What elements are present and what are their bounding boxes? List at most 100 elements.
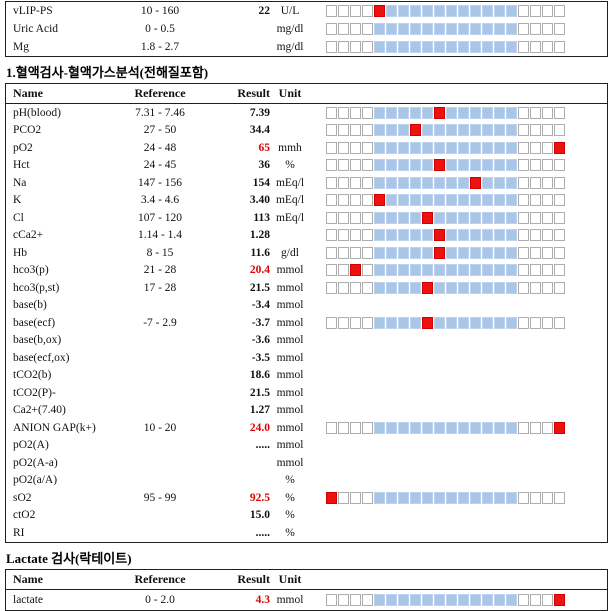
- range-cell: [386, 124, 397, 137]
- range-cell: [458, 106, 469, 119]
- range-cell: [338, 246, 349, 259]
- range-cell: [542, 281, 553, 294]
- range-cell: [350, 141, 361, 154]
- range-cell: [338, 159, 349, 172]
- range-cell: [338, 176, 349, 189]
- range-cell: [542, 491, 553, 504]
- test-name: pO2: [13, 141, 33, 154]
- range-cell: [398, 106, 409, 119]
- unit-label: %: [285, 159, 295, 172]
- column-header-result: Result: [237, 571, 270, 586]
- range-cell: [542, 316, 553, 329]
- range-cell: [374, 421, 385, 434]
- unit-label: mmol: [276, 264, 304, 277]
- range-bar: [326, 124, 565, 137]
- range-cell: [326, 194, 337, 207]
- range-cell: [398, 124, 409, 137]
- table-row: vLIP-PS 10 - 160 22 U/L: [6, 2, 607, 20]
- range-cell: [446, 491, 457, 504]
- range-cell: [506, 593, 517, 606]
- range-cell: [530, 229, 541, 242]
- range-cell: [326, 264, 337, 277]
- range-cell: [422, 229, 433, 242]
- column-header-name: Name: [13, 86, 43, 100]
- range-cell: [398, 421, 409, 434]
- column-header-row: Name Reference Result Unit: [6, 570, 607, 590]
- range-cell: [554, 5, 565, 17]
- range-cell: [398, 246, 409, 259]
- range-cell: [434, 316, 445, 329]
- range-cell: [410, 246, 421, 259]
- range-bar: [326, 106, 565, 119]
- test-name: Hct: [13, 159, 30, 172]
- range-cell: [386, 421, 397, 434]
- range-cell: [458, 23, 469, 35]
- test-name: hco3(p): [13, 264, 49, 277]
- result-value: -3.4: [251, 299, 270, 312]
- range-cell: [494, 41, 505, 53]
- range-cell: [422, 593, 433, 606]
- range-cell: [542, 176, 553, 189]
- range-cell: [446, 5, 457, 17]
- range-cell: [470, 593, 481, 606]
- range-cell: [374, 141, 385, 154]
- column-header-unit: Unit: [278, 571, 302, 586]
- range-cell: [530, 211, 541, 224]
- range-cell: [554, 23, 565, 35]
- table-row: K 3.4 - 4.6 3.40 mEq/l: [6, 192, 607, 210]
- unit-label: mmol: [276, 456, 304, 469]
- range-cell: [362, 159, 373, 172]
- range-cell: [434, 5, 445, 17]
- range-cell: [458, 281, 469, 294]
- range-cell: [446, 211, 457, 224]
- range-cell: [530, 281, 541, 294]
- range-cell: [506, 281, 517, 294]
- range-cell: [506, 41, 517, 53]
- result-marker-cell: [326, 491, 337, 504]
- range-cell: [542, 593, 553, 606]
- range-cell: [530, 264, 541, 277]
- range-cell: [326, 176, 337, 189]
- range-cell: [482, 593, 493, 606]
- range-cell: [362, 106, 373, 119]
- table-row: Hct 24 - 45 36%: [6, 157, 607, 175]
- range-cell: [446, 106, 457, 119]
- range-cell: [410, 229, 421, 242]
- range-cell: [446, 176, 457, 189]
- range-cell: [518, 159, 529, 172]
- table-row: hco3(p,st) 17 - 28 21.5 mmol: [6, 279, 607, 297]
- range-bar: [326, 246, 565, 259]
- range-cell: [362, 316, 373, 329]
- range-cell: [338, 5, 349, 17]
- reference-range: 21 - 28: [143, 264, 177, 277]
- test-name: sO2: [13, 491, 32, 504]
- range-cell: [386, 264, 397, 277]
- range-cell: [362, 41, 373, 53]
- range-cell: [506, 316, 517, 329]
- test-name: base(b,ox): [13, 334, 62, 347]
- range-cell: [434, 141, 445, 154]
- range-bar: [326, 211, 565, 224]
- range-cell: [398, 41, 409, 53]
- range-cell: [506, 5, 517, 17]
- range-cell: [446, 141, 457, 154]
- range-cell: [350, 176, 361, 189]
- table-row: sO2 95 - 99 92.5%: [6, 489, 607, 507]
- range-bar: [326, 281, 565, 294]
- range-cell: [410, 264, 421, 277]
- unit-label: mmol: [276, 351, 304, 364]
- result-value: 11.6: [250, 246, 271, 259]
- range-cell: [470, 264, 481, 277]
- range-cell: [554, 41, 565, 53]
- range-cell: [374, 246, 385, 259]
- test-name: Hb: [13, 246, 28, 259]
- range-bar: [326, 264, 565, 277]
- range-cell: [374, 316, 385, 329]
- range-cell: [446, 194, 457, 207]
- range-cell: [422, 264, 433, 277]
- range-cell: [398, 281, 409, 294]
- range-cell: [422, 124, 433, 137]
- table-row: ctO2 15.0%: [6, 507, 607, 525]
- range-cell: [458, 194, 469, 207]
- range-cell: [446, 264, 457, 277]
